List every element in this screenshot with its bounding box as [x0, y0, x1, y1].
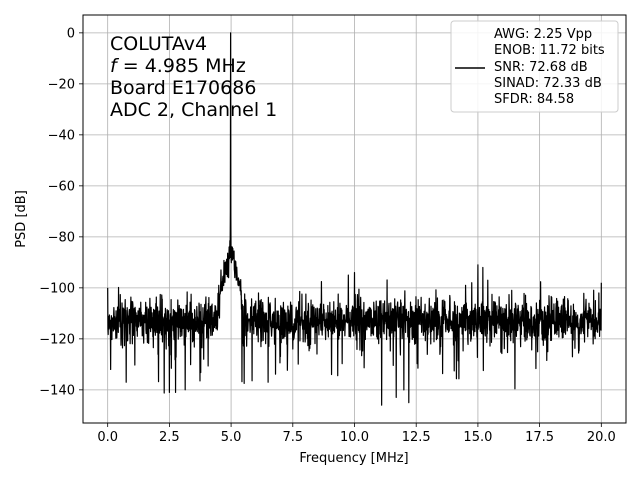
annotation-line-adc-channel: ADC 2, Channel 1 [110, 99, 277, 121]
y-tick-label: −120 [39, 332, 75, 347]
x-tick-label: 10.0 [340, 430, 369, 445]
legend: AWG: 2.25 Vpp ENOB: 11.72 bits SNR: 72.6… [450, 20, 619, 113]
x-tick-label: 15.0 [463, 430, 492, 445]
x-tick-label: 17.5 [525, 430, 554, 445]
legend-box [450, 20, 619, 113]
y-tick-label: −60 [48, 179, 75, 194]
legend-entry-sfdr: SFDR: 84.58 [494, 92, 574, 107]
y-tick-label: −140 [39, 383, 75, 398]
y-axis-ticks: 0 −20 −40 −60 −80 −100 −120 −140 [39, 26, 83, 398]
x-tick-label: 5.0 [221, 430, 242, 445]
x-tick-label: 7.5 [282, 430, 303, 445]
plot-area [107, 32, 602, 406]
annotation-line-board: Board E170686 [110, 77, 256, 99]
x-tick-label: 12.5 [402, 430, 431, 445]
y-tick-label: −80 [48, 230, 75, 245]
x-axis-label: Frequency [MHz] [299, 451, 408, 466]
legend-entry-awg: AWG: 2.25 Vpp [494, 27, 592, 42]
legend-entry-enob: ENOB: 11.72 bits [494, 43, 605, 58]
annotation-text: COLUTAv4 f = 4.985 MHz Board E170686 ADC… [110, 33, 277, 121]
x-tick-label: 20.0 [587, 430, 616, 445]
y-tick-label: −20 [48, 77, 75, 92]
y-tick-label: 0 [67, 26, 75, 41]
y-tick-label: −100 [39, 281, 75, 296]
legend-entry-sinad: SINAD: 72.33 dB [494, 76, 602, 91]
annotation-line-frequency: f = 4.985 MHz [110, 55, 246, 77]
x-tick-label: 2.5 [159, 430, 180, 445]
x-tick-label: 0.0 [97, 430, 118, 445]
annotation-line-chip: COLUTAv4 [110, 33, 207, 55]
y-tick-label: −40 [48, 128, 75, 143]
y-axis-label: PSD [dB] [14, 190, 29, 248]
legend-entry-snr: SNR: 72.68 dB [494, 60, 588, 75]
psd-series-line [107, 32, 602, 406]
x-axis-ticks: 0.0 2.5 5.0 7.5 10.0 12.5 15.0 17.5 20.0 [97, 423, 616, 445]
